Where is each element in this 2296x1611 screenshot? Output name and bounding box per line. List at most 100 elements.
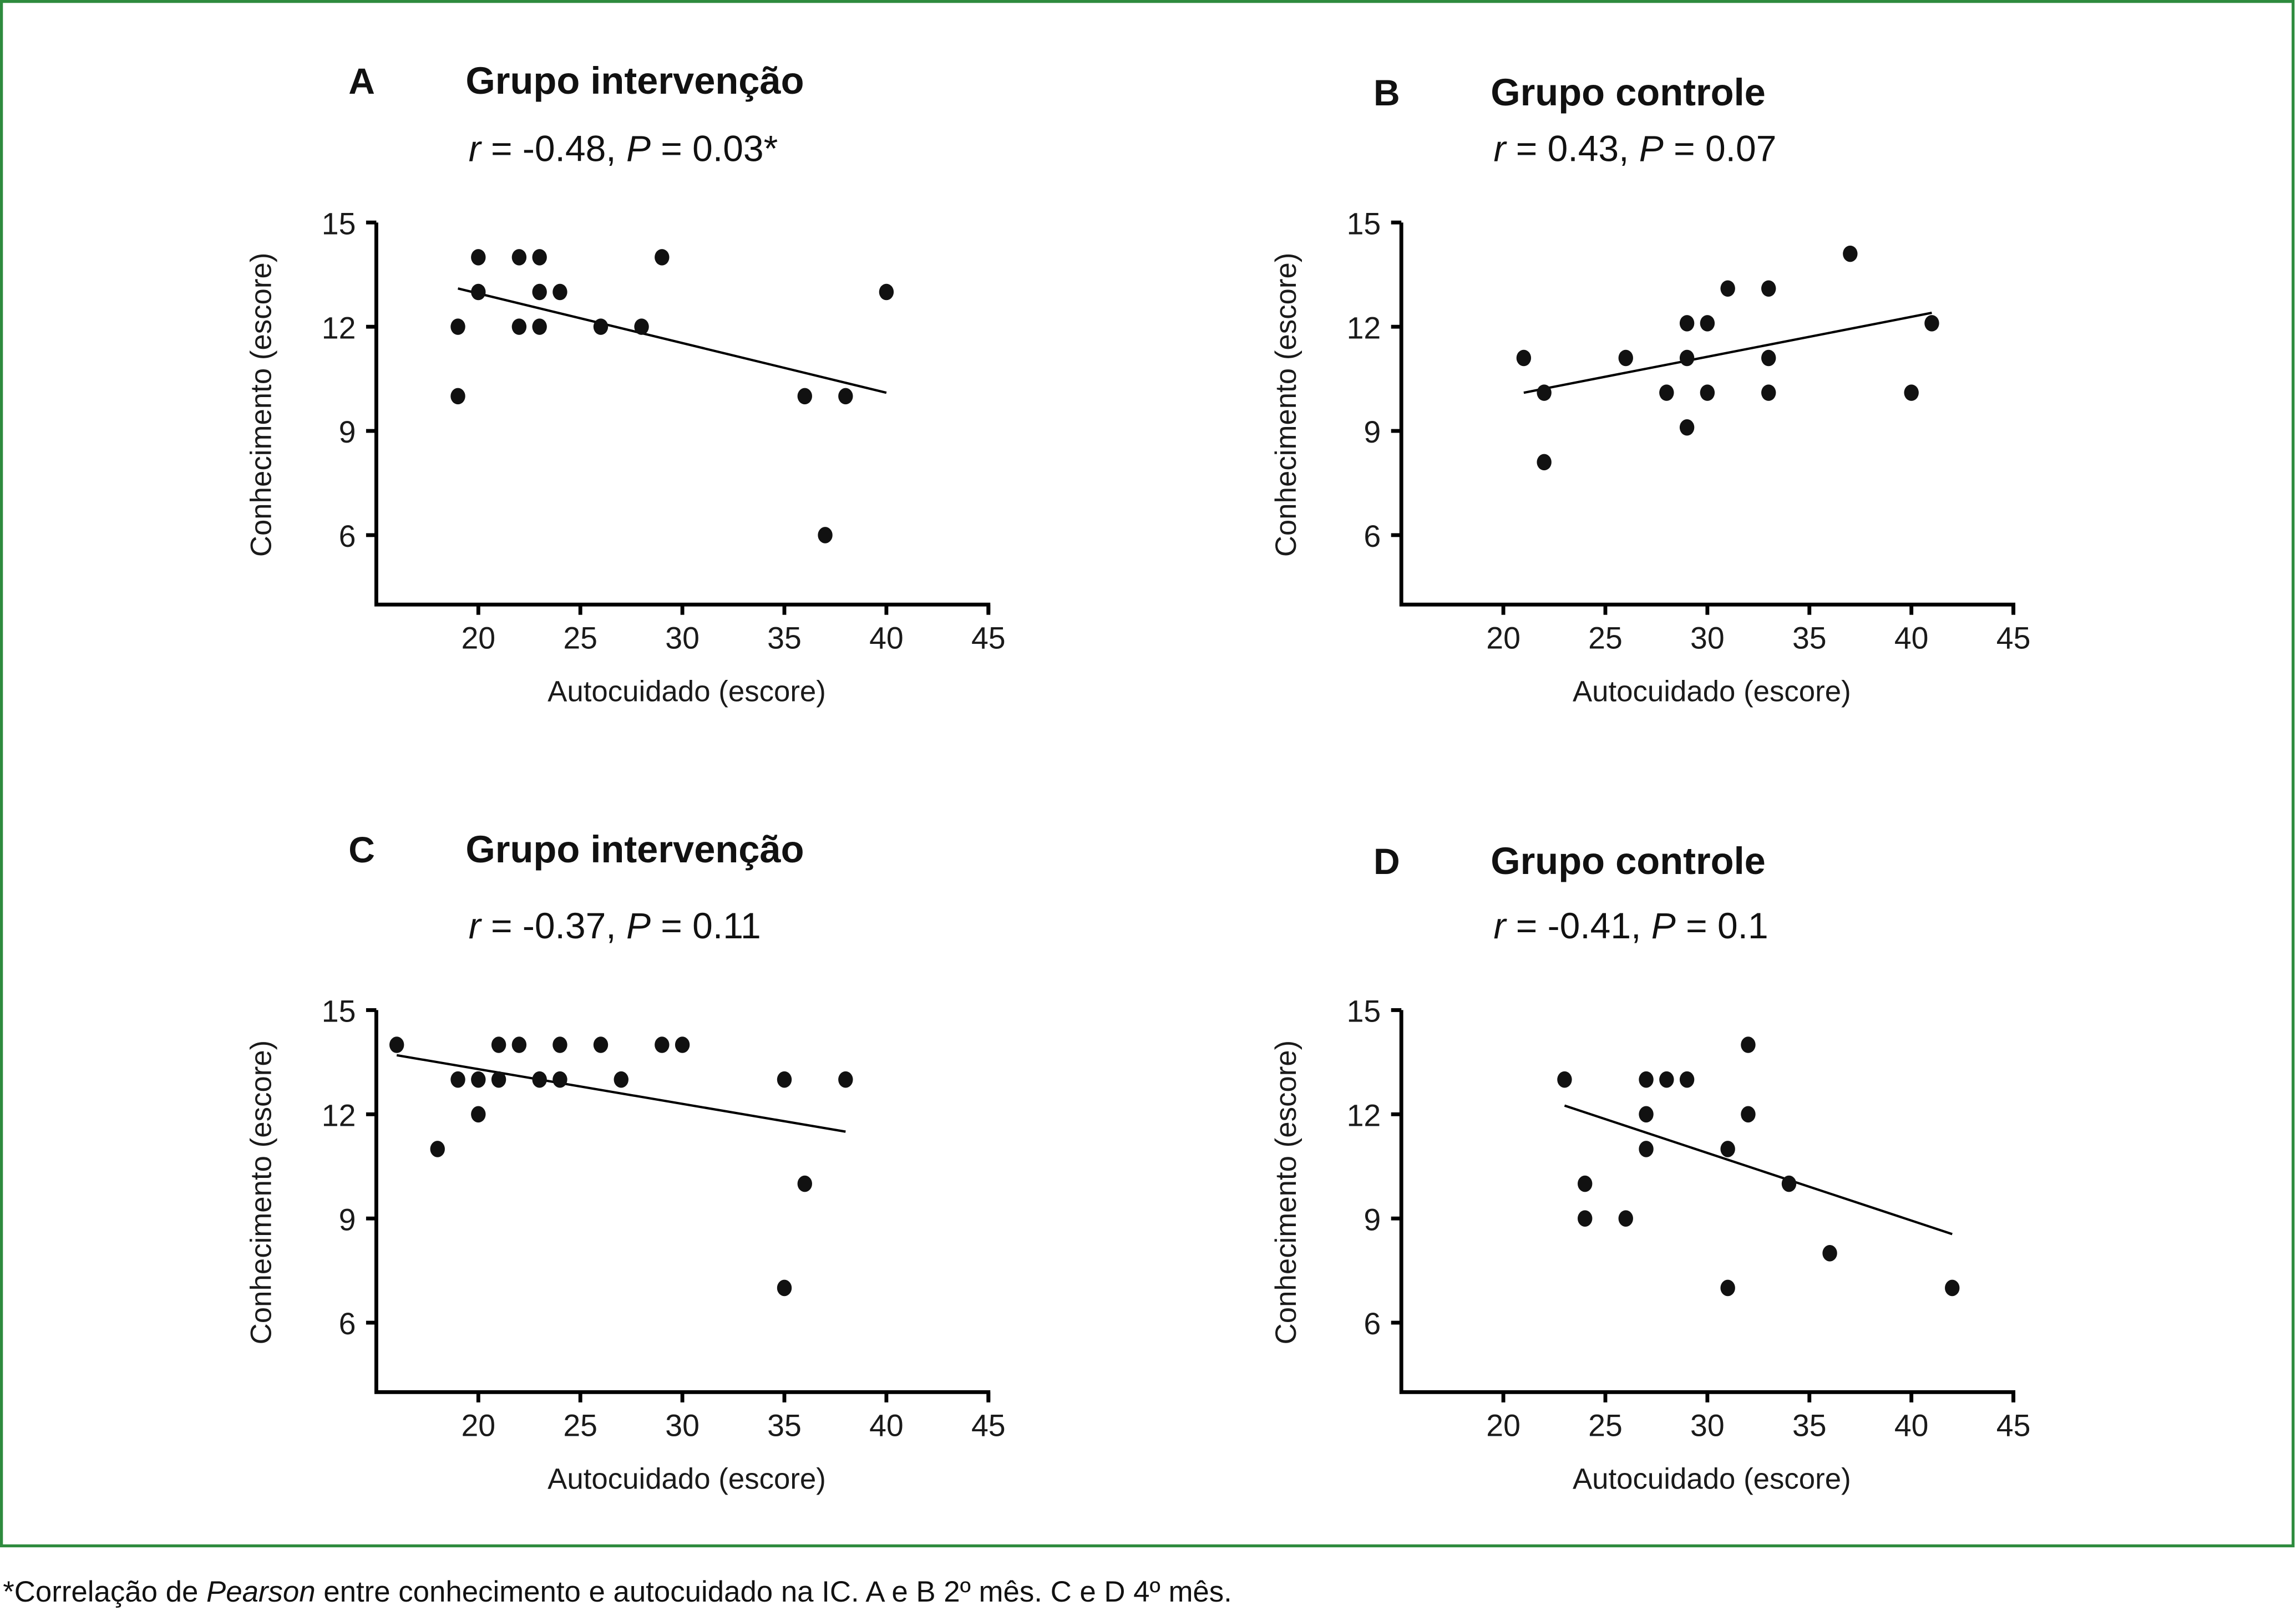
x-tick-label: 35	[767, 1409, 802, 1443]
data-point	[532, 318, 547, 335]
x-tick-label: 35	[1792, 1409, 1827, 1443]
footnote-suffix: entre conhecimento e autocuidado na IC. …	[316, 1576, 1232, 1608]
y-tick-label: 6	[339, 519, 356, 553]
regression-line	[1523, 312, 1932, 394]
x-tick-label: 30	[1690, 621, 1725, 655]
correlation-stats: r = -0.48, P = 0.03*	[469, 128, 778, 169]
data-point	[532, 283, 547, 301]
panel-a: A Grupo intervenção r = -0.48, P = 0.03* 20…	[245, 59, 1005, 708]
x-axis-label: Autocuidado (escore)	[1573, 1463, 1851, 1496]
y-tick-label: 15	[322, 206, 356, 241]
data-point	[634, 318, 649, 335]
r-label: r	[1493, 905, 1507, 946]
x-tick-label: 45	[971, 621, 1006, 655]
data-point	[593, 1036, 609, 1053]
r-label: r	[469, 905, 483, 946]
y-tick-label: 15	[1347, 994, 1381, 1029]
data-point	[1700, 384, 1715, 401]
y-axis-label: Conhecimento (escore)	[1270, 253, 1302, 557]
data-point	[1904, 384, 1919, 401]
p-value: = 0.03*	[651, 128, 778, 169]
y-tick-label: 6	[339, 1307, 356, 1341]
data-point	[1659, 384, 1674, 401]
x-tick-label: 25	[1588, 1409, 1623, 1443]
p-label: P	[1639, 128, 1664, 169]
data-point	[1578, 1210, 1593, 1227]
r-value: = -0.48,	[481, 128, 626, 169]
data-point	[1578, 1175, 1593, 1192]
p-label: P	[1651, 905, 1676, 946]
x-tick-label: 25	[1588, 621, 1623, 655]
y-axis-label: Conhecimento (escore)	[245, 1040, 277, 1345]
data-point	[430, 1141, 445, 1157]
data-point	[511, 318, 527, 335]
data-point	[593, 318, 609, 335]
x-tick-label: 35	[1792, 621, 1827, 655]
panel-title: Grupo intervenção	[465, 59, 804, 102]
data-point	[1537, 384, 1552, 401]
r-value: = -0.41,	[1506, 905, 1651, 946]
data-point	[879, 283, 894, 301]
data-point	[1700, 315, 1715, 332]
data-point	[1822, 1245, 1837, 1262]
x-axis-label: Autocuidado (escore)	[548, 1463, 826, 1496]
data-point	[532, 249, 547, 266]
data-point	[1659, 1071, 1674, 1088]
data-point	[1761, 384, 1776, 401]
y-tick-label: 12	[322, 311, 356, 345]
data-point	[614, 1071, 629, 1088]
y-axis-label: Conhecimento (escore)	[245, 253, 277, 557]
axes	[374, 222, 991, 614]
correlation-stats: r = -0.41, P = 0.1	[1493, 905, 1768, 946]
data-point	[1516, 349, 1532, 367]
x-tick-label: 20	[1486, 621, 1520, 655]
data-point	[1720, 1279, 1735, 1297]
y-tick-label: 12	[1347, 1098, 1381, 1132]
x-axis-label: Autocuidado (escore)	[1573, 675, 1851, 708]
x-tick-label: 40	[1894, 621, 1929, 655]
data-point	[1679, 315, 1695, 332]
x-tick-label: 40	[869, 1409, 904, 1443]
regression-line	[1564, 1104, 1953, 1236]
data-point	[1781, 1175, 1797, 1192]
x-tick-label: 35	[767, 621, 802, 655]
p-label: P	[626, 128, 651, 169]
footnote-italic: Pearson	[206, 1576, 316, 1608]
x-tick-label: 20	[1486, 1409, 1520, 1443]
data-point	[1741, 1106, 1756, 1123]
data-point	[1618, 1210, 1633, 1227]
data-point	[511, 1036, 527, 1053]
data-point	[1557, 1071, 1572, 1088]
data-point	[532, 1071, 547, 1088]
panel-title: Grupo controle	[1491, 71, 1766, 114]
panel-c: C Grupo intervenção r = -0.37, P = 0.11 20 2…	[245, 828, 1005, 1496]
x-tick-label: 30	[665, 621, 700, 655]
data-point	[655, 1036, 670, 1053]
data-point	[553, 1036, 567, 1053]
r-label: r	[469, 128, 483, 169]
data-point	[1843, 245, 1858, 262]
panel-letter: C	[348, 829, 375, 870]
data-point	[1741, 1036, 1756, 1053]
data-point	[553, 1071, 567, 1088]
footnote: *Correlação de Pearson entre conheciment…	[3, 1576, 1232, 1608]
data-point	[1679, 419, 1695, 436]
data-point	[553, 283, 567, 301]
data-point	[450, 388, 465, 405]
y-tick-label: 12	[322, 1098, 356, 1132]
panel-letter: B	[1373, 72, 1400, 113]
data-point	[797, 1175, 812, 1192]
y-tick-label: 12	[1347, 311, 1381, 345]
panel-letter: D	[1373, 841, 1400, 882]
p-value: = 0.07	[1664, 128, 1777, 169]
data-point	[1679, 349, 1695, 367]
axes	[374, 1010, 991, 1401]
r-label: r	[1493, 128, 1507, 169]
data-point	[471, 249, 486, 266]
axes	[1399, 222, 2016, 614]
panel-d: D Grupo controle r = -0.41, P = 0.1 20 25 30 3…	[1270, 840, 2030, 1496]
data-point	[1761, 349, 1776, 367]
x-tick-label: 45	[971, 1409, 1006, 1443]
y-tick-label: 6	[1364, 1307, 1381, 1341]
y-tick-label: 6	[1364, 519, 1381, 553]
